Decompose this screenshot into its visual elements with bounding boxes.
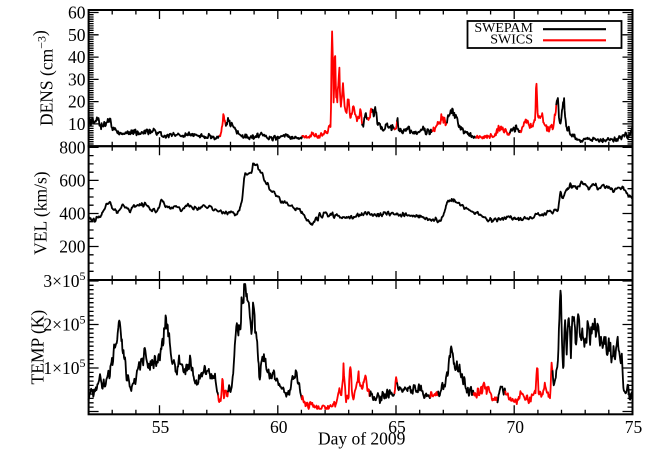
svg-text:800: 800 [59,137,86,157]
svg-text:60: 60 [68,3,86,23]
svg-text:SWEPAM: SWEPAM [474,21,533,36]
svg-text:VEL (km/s): VEL (km/s) [31,171,51,255]
svg-text:TEMP (K): TEMP (K) [28,310,48,385]
svg-text:10: 10 [68,114,86,134]
svg-text:Day of 2009: Day of 2009 [318,429,406,449]
svg-text:55: 55 [152,417,170,437]
svg-text:3×105: 3×105 [43,269,85,291]
svg-text:30: 30 [68,69,86,89]
svg-text:200: 200 [59,237,86,257]
svg-text:65: 65 [388,417,406,437]
svg-text:40: 40 [68,47,86,67]
svg-text:20: 20 [68,92,86,112]
svg-text:50: 50 [68,25,86,45]
svg-text:1×105: 1×105 [43,356,85,378]
svg-text:SWICS: SWICS [490,33,533,48]
svg-text:2×105: 2×105 [43,313,85,335]
svg-text:70: 70 [506,417,524,437]
svg-text:600: 600 [59,170,86,190]
svg-text:400: 400 [59,204,86,224]
svg-text:60: 60 [270,417,288,437]
svg-text:75: 75 [625,417,643,437]
